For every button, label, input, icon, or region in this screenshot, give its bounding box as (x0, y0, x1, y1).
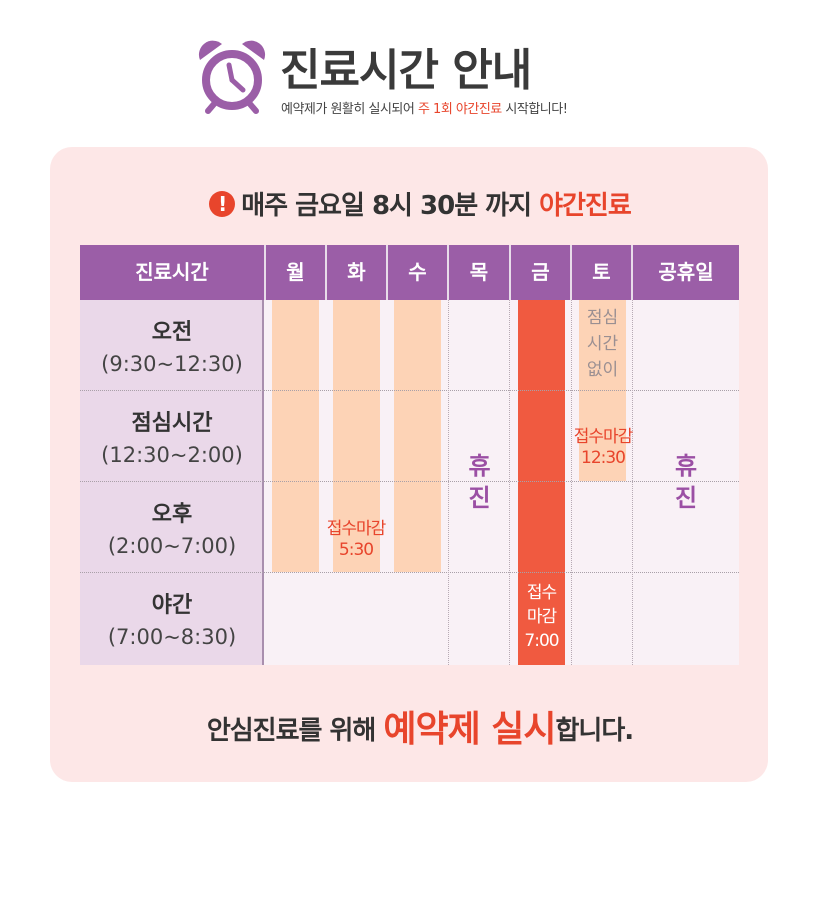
header-divider (570, 245, 572, 300)
deadline-text: 마감 (526, 607, 557, 627)
header-divider (447, 245, 449, 300)
thursday-closed-label: 휴 진 (450, 450, 509, 514)
closed-char: 휴 (468, 452, 491, 480)
subtitle-text: 예약제가 원활히 실시되어 (281, 102, 418, 117)
schedule-table: 진료시간 월 화 수 목 금 토 공휴일 오전 (9:30~12:30) 점심시… (80, 245, 739, 665)
header-cell-holiday: 공휴일 (658, 260, 714, 284)
row-time: (9:30~12:30) (101, 352, 243, 376)
deadline-time: 12:30 (581, 448, 626, 468)
row-label-afternoon: 오후 (2:00~7:00) (80, 496, 264, 558)
row-label-column: 오전 (9:30~12:30) 점심시간 (12:30~2:00) 오후 (2:… (80, 300, 264, 665)
weekday-deadline-note: 접수마감 5:30 (306, 519, 406, 561)
closed-char: 휴 (674, 452, 698, 480)
table-header-row: 진료시간 월 화 수 목 금 토 공휴일 (80, 245, 739, 300)
tuesday-hours-bar (333, 300, 380, 572)
row-label-morning: 오전 (9:30~12:30) (80, 314, 264, 376)
row-name: 오후 (151, 502, 193, 527)
subtitle-text-end: 시작합니다! (501, 102, 568, 117)
row-separator (80, 390, 739, 391)
friday-deadline-note: 접수 마감 7:00 (518, 581, 565, 653)
holiday-closed-label: 휴 진 (633, 450, 739, 514)
header-divider (631, 245, 633, 300)
header-cell-mon: 월 (286, 260, 305, 284)
friday-hours-bar (518, 300, 565, 665)
deadline-label: 접수마감 (326, 519, 387, 539)
exclamation-icon: ! (209, 191, 236, 217)
closed-char: 진 (674, 484, 698, 512)
closed-char: 진 (468, 484, 491, 512)
page-header: 진료시간 안내 예약제가 원활히 실시되어 주 1회 야간진료 시작합니다! (0, 28, 840, 128)
message-text-end: 합니다. (555, 716, 635, 746)
header-divider (264, 245, 266, 300)
deadline-text: 접수 (526, 583, 557, 603)
row-separator (80, 481, 739, 482)
page-subtitle: 예약제가 원활히 실시되어 주 1회 야간진료 시작합니다! (281, 98, 568, 117)
header-divider (325, 245, 327, 300)
message-highlight: 예약제 실시 (383, 709, 556, 750)
header-divider (386, 245, 388, 300)
notice-highlight: 야간진료 (539, 191, 632, 221)
column-separator (632, 300, 633, 665)
deadline-time: 5:30 (338, 540, 374, 560)
header-divider (509, 245, 511, 300)
header-cell-wed: 수 (408, 260, 427, 284)
header-cell-fri: 금 (531, 260, 550, 284)
column-separator (448, 300, 449, 665)
row-time: (2:00~7:00) (107, 534, 237, 558)
row-time: (12:30~2:00) (101, 443, 243, 467)
note-text: 시간 (586, 334, 619, 354)
row-time: (7:00~8:30) (107, 625, 237, 649)
row-name: 오전 (151, 320, 193, 345)
row-label-night: 야간 (7:00~8:30) (80, 587, 264, 649)
deadline-label: 접수마감 (573, 427, 634, 447)
column-separator (509, 300, 510, 665)
saturday-deadline-note: 접수마감 12:30 (558, 427, 648, 469)
monday-hours-bar (272, 300, 319, 572)
header-cell-thu: 목 (469, 260, 489, 284)
row-name: 점심시간 (131, 411, 213, 436)
notice-text: 매주 (241, 191, 296, 221)
page-title: 진료시간 안내 (280, 45, 532, 96)
notice-line: ! 매주 금요일 8시 30분 까지 야간진료 (0, 185, 840, 222)
header-cell-tue: 화 (347, 260, 366, 284)
deadline-time: 7:00 (524, 631, 559, 651)
subtitle-highlight: 주 1회 야간진료 (417, 102, 502, 117)
column-separator (571, 300, 572, 665)
saturday-no-lunch-note: 점심 시간 없이 (579, 305, 626, 383)
row-name: 야간 (151, 593, 193, 618)
notice-text-mid: 까지 (477, 191, 540, 221)
notice-strong: 금요일 8시 30분 (295, 191, 478, 221)
header-cell-label: 진료시간 (135, 260, 209, 284)
row-separator (80, 572, 739, 573)
note-text: 없이 (586, 360, 619, 380)
wednesday-hours-bar (394, 300, 441, 572)
row-label-lunch: 점심시간 (12:30~2:00) (80, 405, 264, 467)
note-text: 점심 (586, 308, 619, 328)
header-cell-sat: 토 (592, 260, 611, 284)
alarm-clock-icon (198, 40, 266, 114)
message-text: 안심진료를 위해 (206, 716, 384, 746)
reservation-message: 안심진료를 위해 예약제 실시합니다. (0, 700, 840, 752)
